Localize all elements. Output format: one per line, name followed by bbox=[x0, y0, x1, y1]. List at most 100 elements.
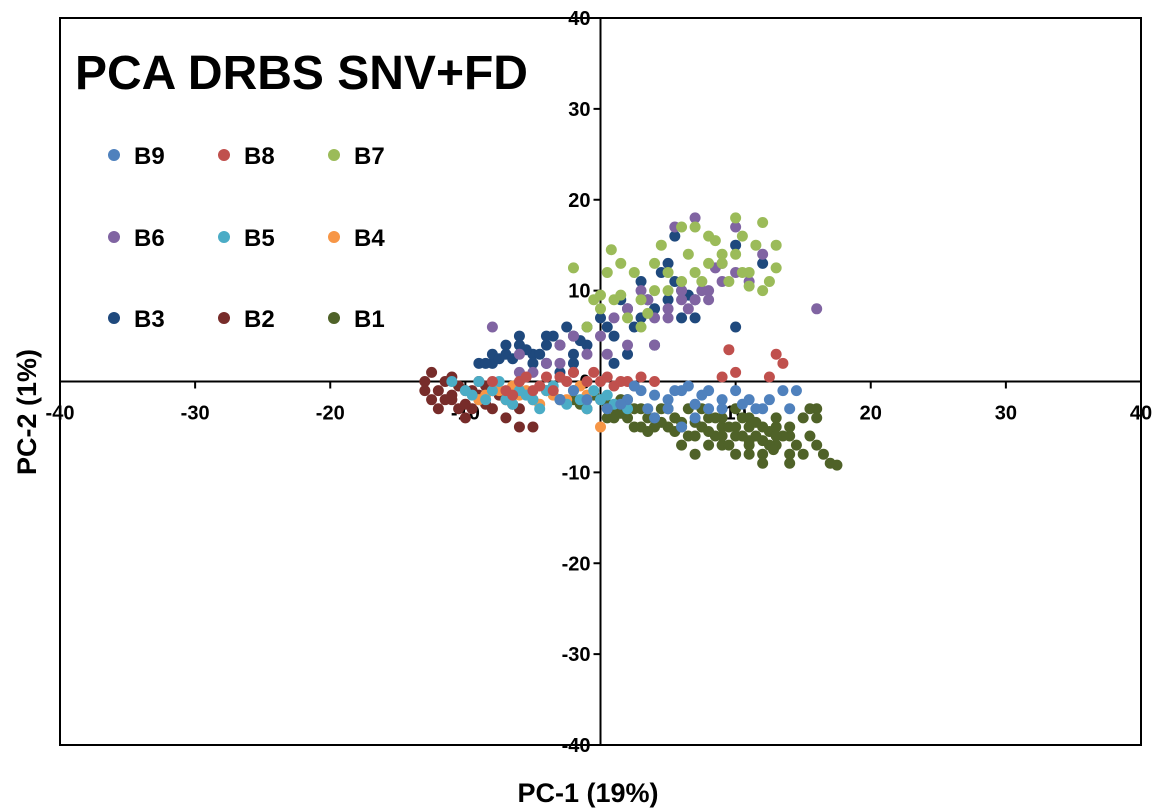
data-point bbox=[649, 285, 661, 297]
data-point bbox=[635, 285, 647, 297]
data-point bbox=[432, 385, 444, 397]
data-point bbox=[446, 376, 458, 387]
data-point bbox=[757, 285, 769, 297]
data-point bbox=[770, 412, 782, 424]
data-point bbox=[730, 421, 742, 433]
data-point bbox=[716, 430, 728, 442]
data-point bbox=[757, 216, 769, 228]
x-tick-label: -40 bbox=[46, 403, 75, 425]
data-point bbox=[628, 421, 640, 433]
data-point bbox=[676, 276, 688, 288]
data-point bbox=[750, 403, 762, 415]
legend-label: B5 bbox=[244, 225, 275, 252]
data-point bbox=[493, 353, 505, 365]
x-tick-label: 30 bbox=[995, 403, 1017, 425]
data-point bbox=[709, 412, 721, 424]
data-point bbox=[622, 303, 634, 315]
data-point bbox=[642, 307, 654, 319]
data-point bbox=[547, 385, 559, 397]
data-point bbox=[770, 239, 782, 251]
data-point bbox=[750, 416, 762, 428]
data-point bbox=[777, 385, 789, 397]
data-point bbox=[540, 330, 552, 342]
data-point bbox=[588, 366, 600, 378]
data-point bbox=[520, 371, 532, 383]
data-point bbox=[757, 448, 769, 460]
data-point bbox=[540, 371, 552, 383]
legend-label: B7 bbox=[354, 143, 385, 170]
data-point bbox=[432, 403, 444, 415]
data-point bbox=[811, 439, 823, 451]
series-B3 bbox=[473, 230, 769, 378]
data-point bbox=[635, 276, 647, 288]
data-point bbox=[622, 312, 634, 324]
data-point bbox=[716, 257, 728, 269]
legend-marker bbox=[108, 231, 120, 243]
data-point bbox=[507, 389, 519, 401]
legend-marker bbox=[218, 231, 230, 243]
x-tick-label: -20 bbox=[316, 403, 345, 425]
data-point bbox=[763, 394, 775, 406]
data-point bbox=[595, 303, 606, 315]
data-point bbox=[730, 448, 742, 460]
data-point bbox=[534, 348, 546, 360]
data-point bbox=[649, 376, 661, 387]
data-point bbox=[682, 380, 694, 392]
data-point bbox=[676, 294, 688, 306]
data-point bbox=[662, 257, 674, 269]
data-point bbox=[730, 221, 742, 233]
data-point bbox=[716, 371, 728, 383]
data-point bbox=[790, 385, 802, 397]
data-point bbox=[730, 248, 742, 260]
data-point bbox=[676, 285, 688, 297]
data-point bbox=[581, 321, 593, 333]
data-point bbox=[622, 339, 634, 351]
legend-marker bbox=[328, 231, 340, 243]
data-point bbox=[736, 398, 748, 410]
legend-label: B9 bbox=[134, 143, 165, 170]
data-point bbox=[500, 412, 512, 424]
data-point bbox=[689, 266, 701, 278]
data-point bbox=[588, 385, 600, 397]
data-point bbox=[811, 412, 823, 424]
data-point bbox=[534, 380, 546, 392]
data-point bbox=[716, 403, 728, 415]
legend-marker bbox=[328, 149, 340, 161]
x-axis-title: PC-1 (19%) bbox=[517, 778, 658, 808]
data-point bbox=[480, 394, 492, 406]
data-point bbox=[655, 239, 667, 251]
data-point bbox=[743, 448, 755, 460]
data-point bbox=[743, 435, 755, 447]
data-point bbox=[628, 380, 640, 392]
data-point bbox=[662, 294, 674, 306]
data-point bbox=[628, 266, 640, 278]
data-point bbox=[595, 421, 606, 433]
data-point bbox=[784, 403, 796, 415]
data-point bbox=[770, 348, 782, 360]
data-point bbox=[784, 457, 796, 469]
data-point bbox=[466, 389, 478, 401]
data-point bbox=[797, 412, 809, 424]
data-point bbox=[513, 348, 525, 360]
data-point bbox=[723, 276, 735, 288]
data-point bbox=[649, 339, 661, 351]
data-point bbox=[703, 257, 715, 269]
data-points bbox=[419, 212, 843, 471]
data-point bbox=[595, 289, 606, 301]
data-point bbox=[554, 394, 566, 406]
data-point bbox=[615, 376, 627, 387]
data-point bbox=[750, 239, 762, 251]
data-point bbox=[527, 421, 539, 433]
data-point bbox=[649, 389, 661, 401]
data-point bbox=[770, 262, 782, 274]
data-point bbox=[730, 385, 742, 397]
data-point bbox=[682, 303, 694, 315]
data-point bbox=[662, 266, 674, 278]
data-point bbox=[601, 266, 613, 278]
data-point bbox=[581, 394, 593, 406]
data-point bbox=[703, 403, 715, 415]
data-point bbox=[662, 403, 674, 415]
legend-marker bbox=[218, 149, 230, 161]
series-B8 bbox=[486, 344, 789, 401]
legend-label: B2 bbox=[244, 306, 275, 333]
